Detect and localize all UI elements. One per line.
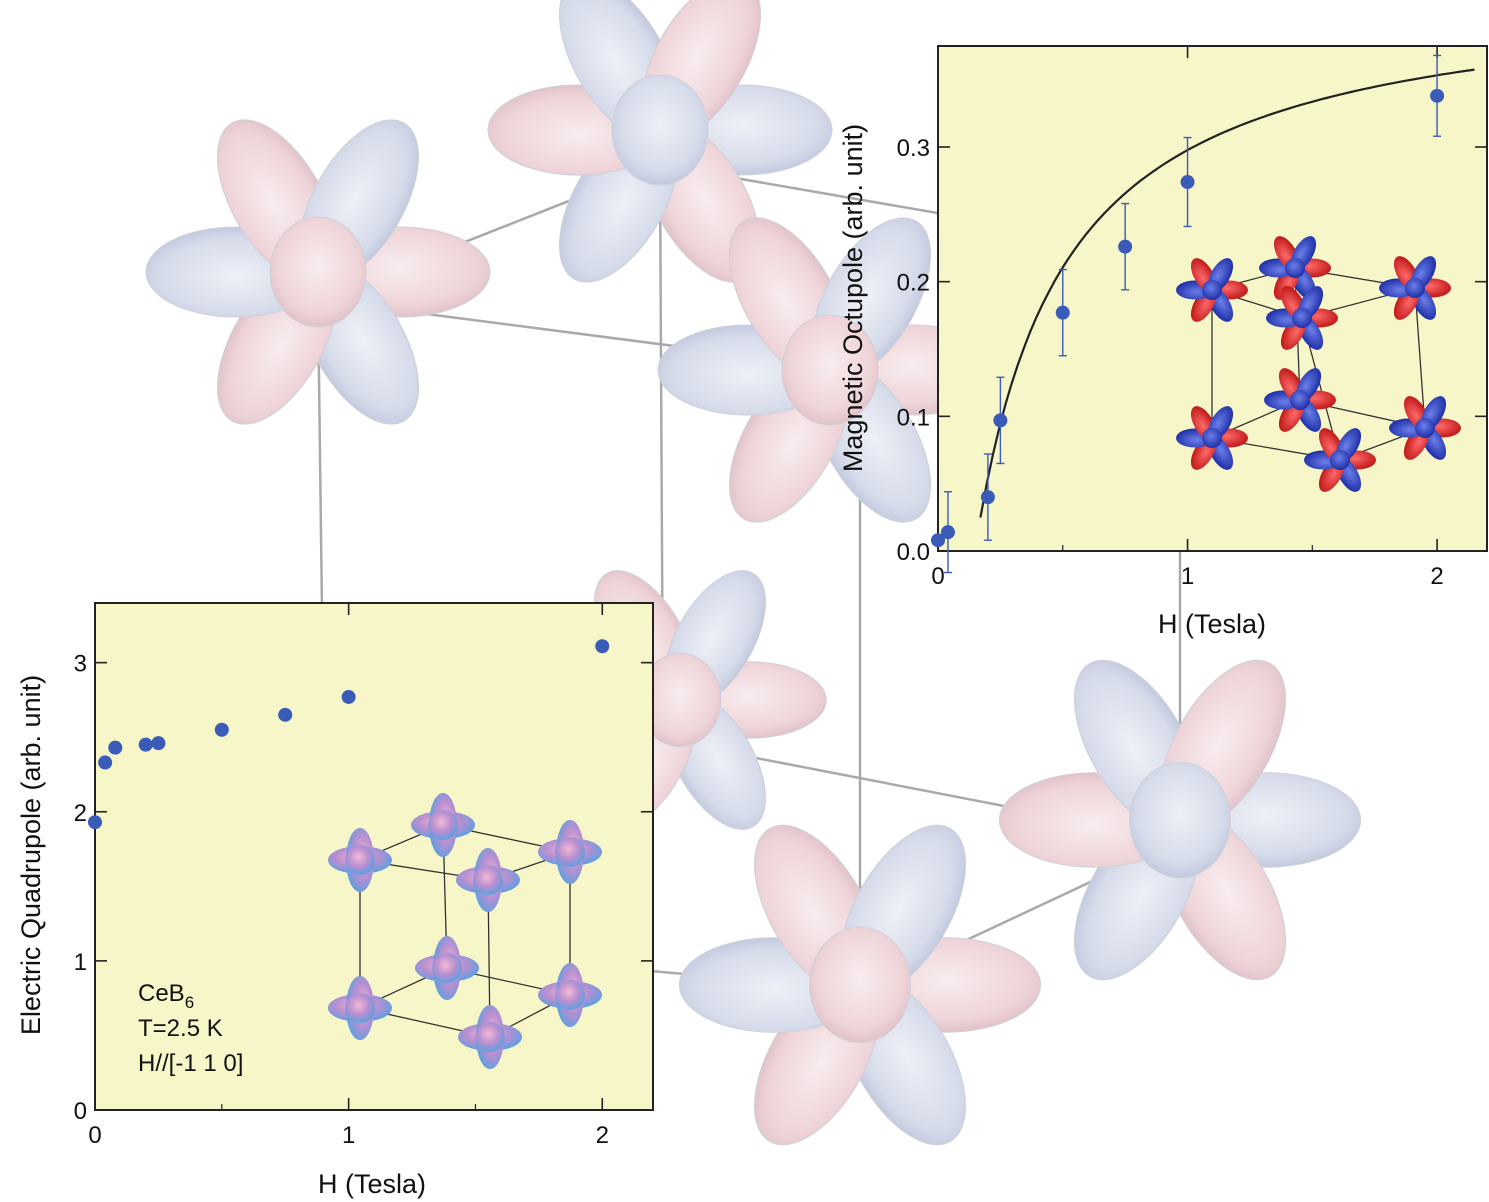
octupole-orbital [1266, 286, 1338, 350]
y-tick-label: 3 [74, 651, 87, 678]
magnetic-octupole-inset-structure [1176, 236, 1461, 492]
y-tick-label: 2 [74, 800, 87, 827]
electric-quadrupole-inset-structure [328, 793, 602, 1069]
fit-curve [979, 68, 1475, 518]
y-tick-label: 0.2 [897, 270, 930, 297]
data-point [980, 490, 995, 505]
data-point [595, 639, 610, 654]
quadrupole-orbital [456, 848, 520, 912]
magnetic-octupole-chart: 0 1 2 0.0 0.1 0.2 0.3 H (Tesla) Magnetic Octup… [838, 45, 1488, 639]
data-point [88, 815, 102, 830]
sample-annotation: CeB6 T=2.5 K H//[-1 1 0] [138, 980, 243, 1077]
axis-ticks: 0 1 2 0 1 2 3 [74, 603, 653, 1149]
y-tick-label: 0.3 [897, 135, 930, 162]
data-point [1118, 239, 1133, 254]
quadrupole-orbital [411, 793, 475, 857]
field-direction-label: H//[-1 1 0] [138, 1050, 243, 1077]
x-tick-label: 2 [1430, 563, 1443, 590]
data-point [940, 525, 955, 540]
axis-ticks: 0 1 2 0.0 0.1 0.2 0.3 [897, 46, 1487, 590]
orbital-shape [145, 119, 491, 425]
quadrupole-orbital [328, 976, 392, 1040]
data-point [138, 737, 153, 752]
data-point [341, 689, 356, 704]
structure-edge [1414, 287, 1426, 429]
quadrupole-orbital [538, 820, 602, 884]
x-tick-label: 1 [1181, 563, 1194, 590]
data-point [278, 707, 293, 722]
temperature-label: T=2.5 K [138, 1015, 223, 1042]
x-axis-label: H (Tesla) [318, 1169, 426, 1199]
data-point [1430, 88, 1445, 103]
compound-label: CeB6 [138, 980, 194, 1012]
data-point [151, 736, 166, 751]
data-point [993, 413, 1008, 428]
y-tick-label: 0 [74, 1098, 87, 1125]
electric-quadrupole-chart: 0 1 2 0 1 2 3 H (Tesla) Electric Quadrupole (a… [16, 602, 654, 1199]
y-tick-label: 0.0 [897, 539, 930, 566]
orbital-shape [678, 824, 1042, 1146]
octupole-orbital [1264, 368, 1336, 432]
data-point [1180, 175, 1195, 190]
data-point [1055, 305, 1070, 320]
octupole-orbital [1176, 258, 1248, 322]
orbital-shape [998, 659, 1362, 981]
y-tick-label: 0.1 [897, 404, 930, 431]
quadrupole-orbital [538, 963, 602, 1027]
data-points-layer [931, 54, 1445, 574]
x-tick-label: 0 [931, 563, 944, 590]
data-point [931, 533, 945, 548]
octupole-orbital [1304, 428, 1376, 492]
quadrupole-orbital [415, 936, 479, 1000]
octupole-orbital [1379, 256, 1451, 320]
data-point [98, 755, 113, 770]
data-point [108, 740, 123, 755]
data-points-layer [88, 639, 610, 830]
quadrupole-orbital [458, 1005, 522, 1069]
x-tick-label: 1 [342, 1122, 355, 1149]
data-point [214, 722, 229, 737]
octupole-orbital [1176, 406, 1248, 470]
fit-curve-layer [979, 68, 1475, 518]
y-tick-label: 1 [74, 949, 87, 976]
x-tick-label: 2 [596, 1122, 609, 1149]
quadrupole-orbital [328, 828, 392, 892]
x-tick-label: 0 [88, 1122, 101, 1149]
y-axis-label: Magnetic Octupole (arb. unit) [838, 124, 868, 472]
y-axis-label: Electric Quadrupole (arb. unit) [16, 675, 46, 1035]
x-axis-label: H (Tesla) [1158, 609, 1266, 639]
octupole-orbital [1389, 396, 1461, 460]
